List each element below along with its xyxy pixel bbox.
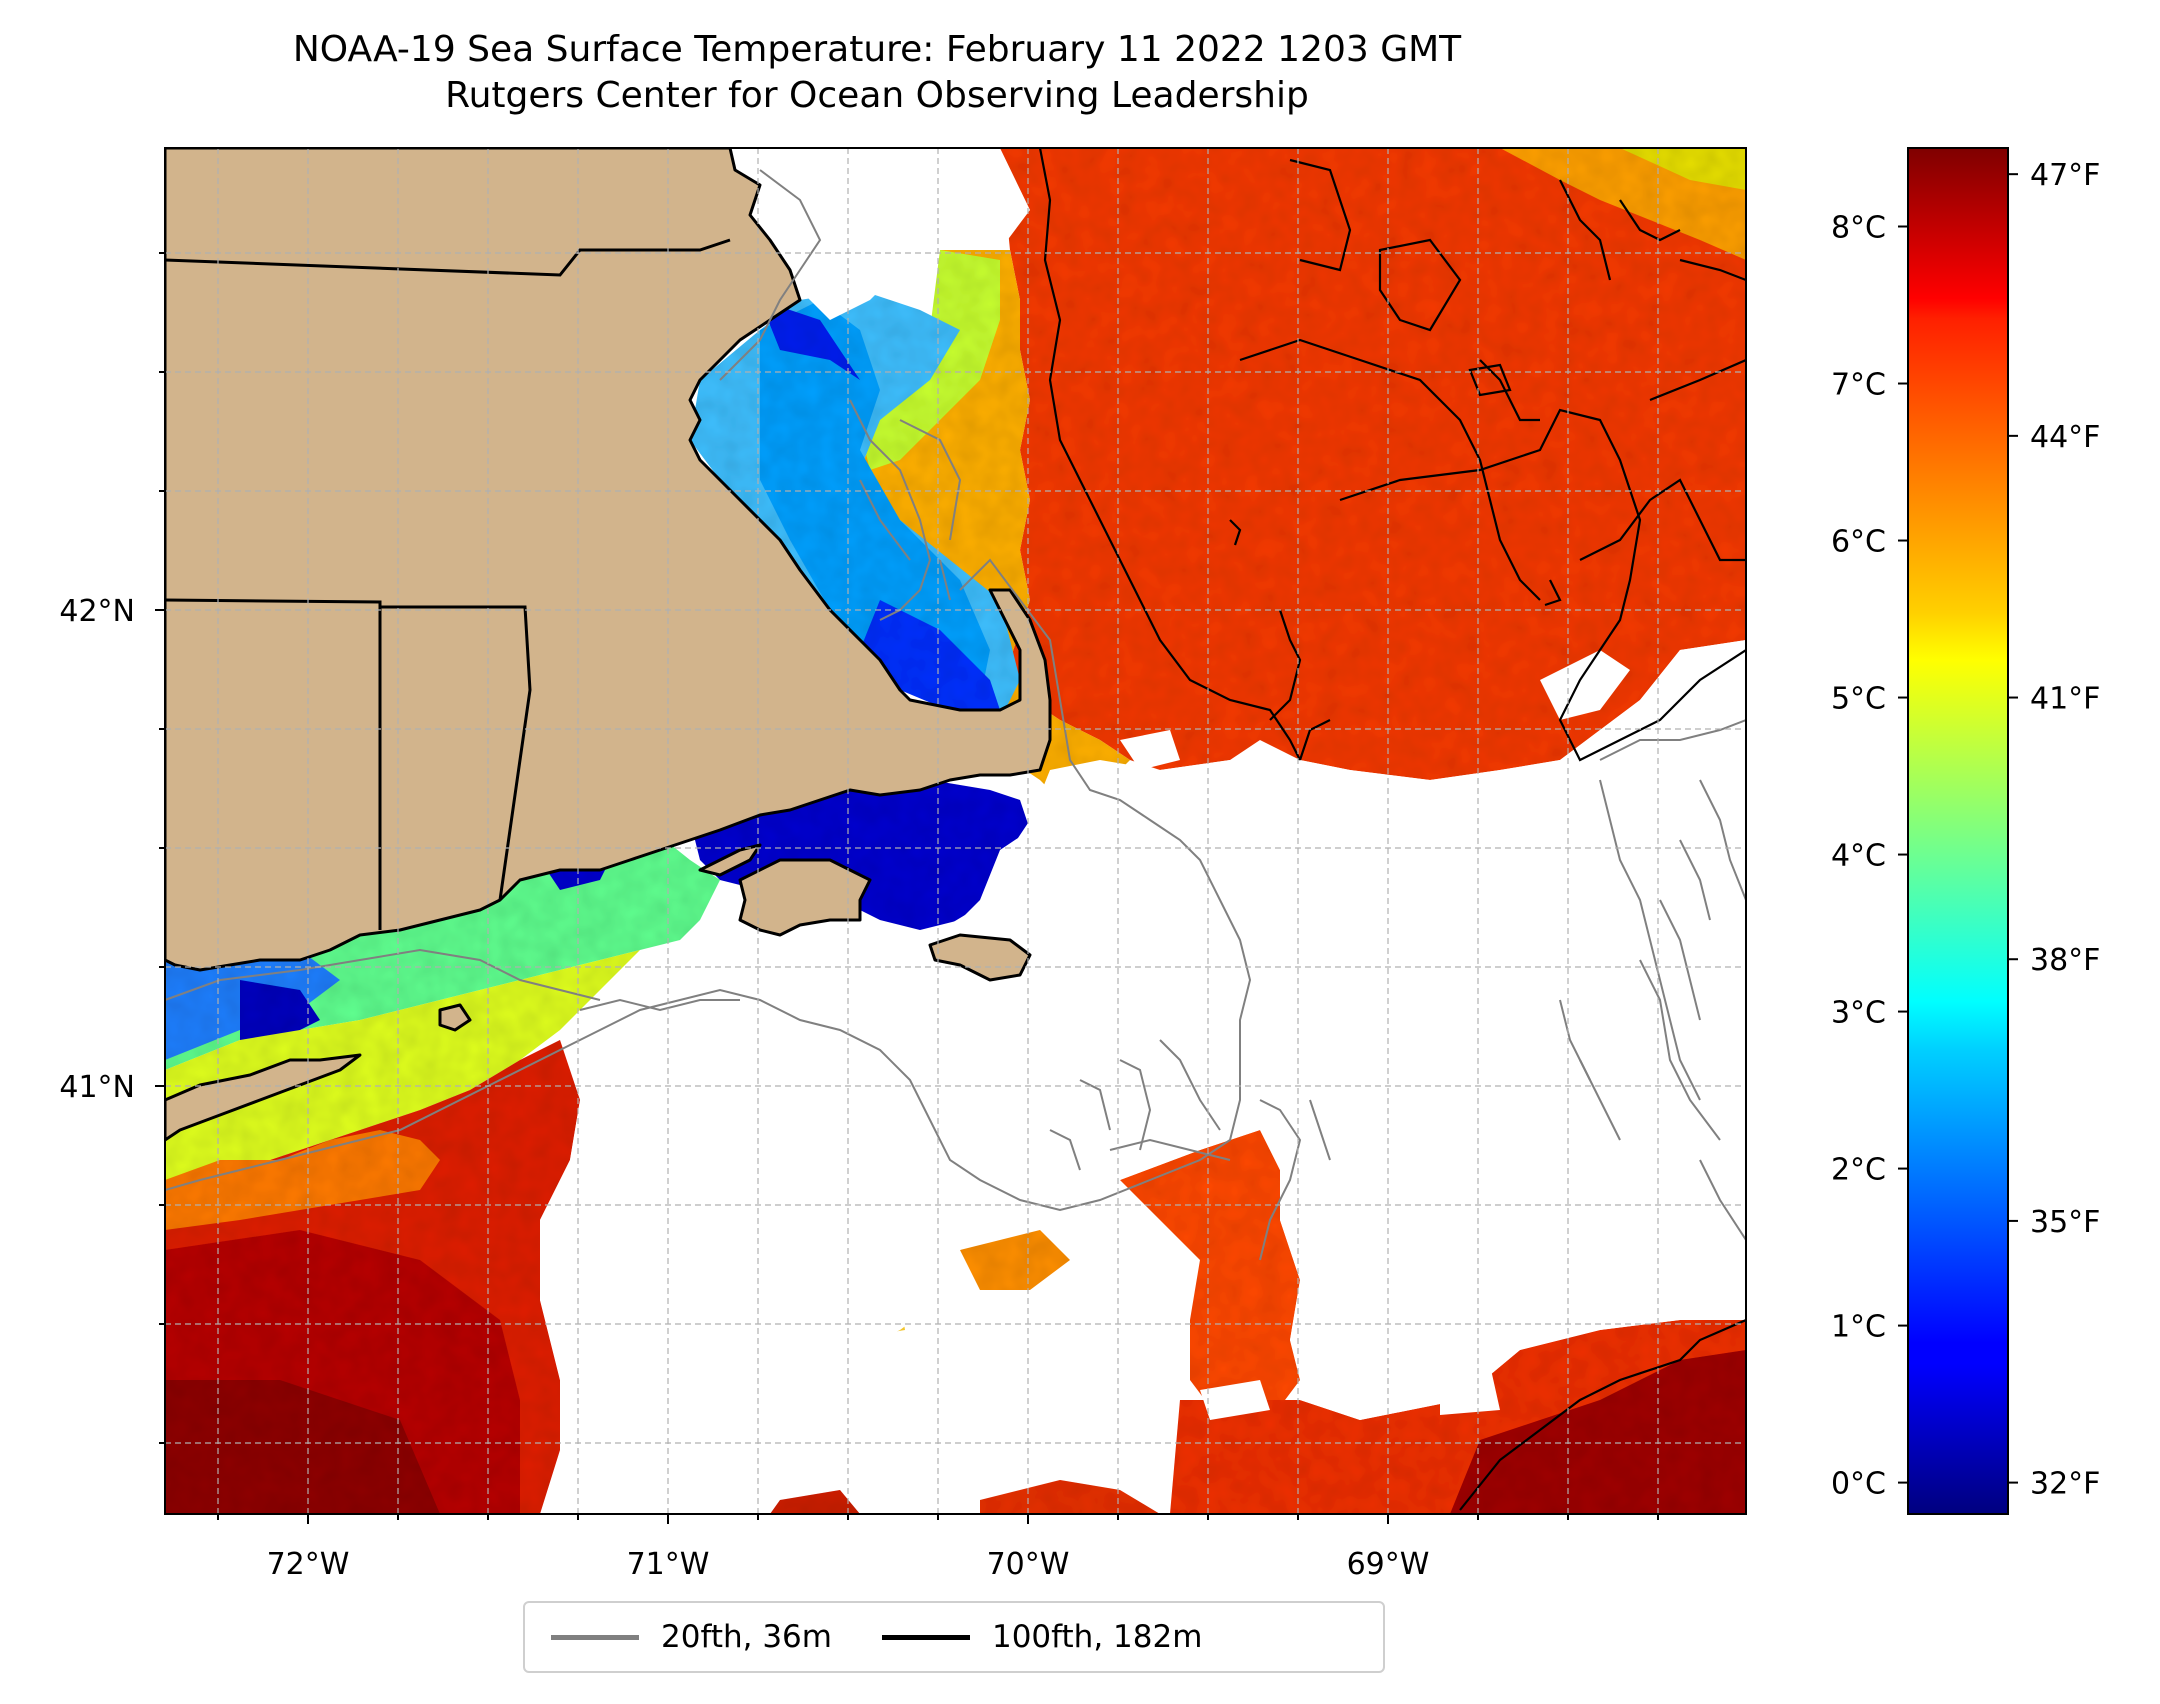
legend-item-100fth: 100fth, 182m [881,1619,1203,1655]
colorbar-celsius-label: 7°C [1831,368,1886,403]
colorbar-celsius-label: 4°C [1831,839,1886,874]
map-frame [164,147,1747,1515]
map-title: NOAA-19 Sea Surface Temperature: Februar… [292,29,1462,70]
lat-tick-label: 41°N [59,1070,135,1105]
colorbar-gradient [1907,147,2009,1515]
colorbar-celsius-label: 6°C [1831,525,1886,560]
colorbar: 0°C 1°C 2°C 3°C 4°C 5°C 6°C 7°C 8°C 32°F 35°F 38°F… [1831,147,2100,1515]
colorbar-fahrenheit-label: 35°F [2030,1205,2100,1240]
contour-legend: 20fth, 36m 100fth, 182m [523,1601,1385,1673]
land-masses [165,148,1052,1142]
colorbar-celsius-label: 3°C [1831,996,1886,1031]
legend-label: 20fth, 36m [661,1619,832,1655]
colorbar-fahrenheit-label: 41°F [2030,682,2100,717]
legend-item-20fth: 20fth, 36m [551,1619,832,1655]
colorbar-celsius-label: 5°C [1831,682,1886,717]
lon-tick-label: 72°W [267,1547,350,1582]
legend-line-20fth [551,1634,639,1640]
contour-20fth [165,169,1746,1261]
colorbar-fahrenheit-label: 47°F [2030,158,2100,193]
colorbar-celsius-label: 1°C [1831,1310,1886,1345]
state-borders [165,238,731,930]
colorbar-celsius-label: 2°C [1831,1153,1886,1188]
sst-field [165,148,1746,1514]
legend-label: 100fth, 182m [991,1619,1203,1655]
lat-tick-label: 42°N [59,594,135,629]
colorbar-fahrenheit-label: 32°F [2030,1467,2100,1502]
legend-line-100fth [881,1634,970,1640]
lon-tick-label: 69°W [1347,1547,1430,1582]
map-subtitle: Rutgers Center for Ocean Observing Leade… [445,75,1309,116]
contour-100fth [1038,148,1746,1511]
colorbar-fahrenheit-axis: 32°F 35°F 38°F 41°F 44°F 47°F [2008,158,2100,1502]
colorbar-celsius-label: 8°C [1831,211,1886,246]
lon-tick-label: 71°W [627,1547,710,1582]
colorbar-celsius-label: 0°C [1831,1467,1886,1502]
lon-tick-label: 70°W [987,1547,1070,1582]
colorbar-celsius-axis: 0°C 1°C 2°C 3°C 4°C 5°C 6°C 7°C 8°C [1831,211,1908,1502]
colorbar-fahrenheit-label: 44°F [2030,420,2100,455]
cloud-masks [540,148,1746,1514]
colorbar-fahrenheit-label: 38°F [2030,943,2100,978]
map-area [165,148,1746,1514]
gridlines [165,148,1746,1514]
axis-ticks [155,252,1659,1524]
